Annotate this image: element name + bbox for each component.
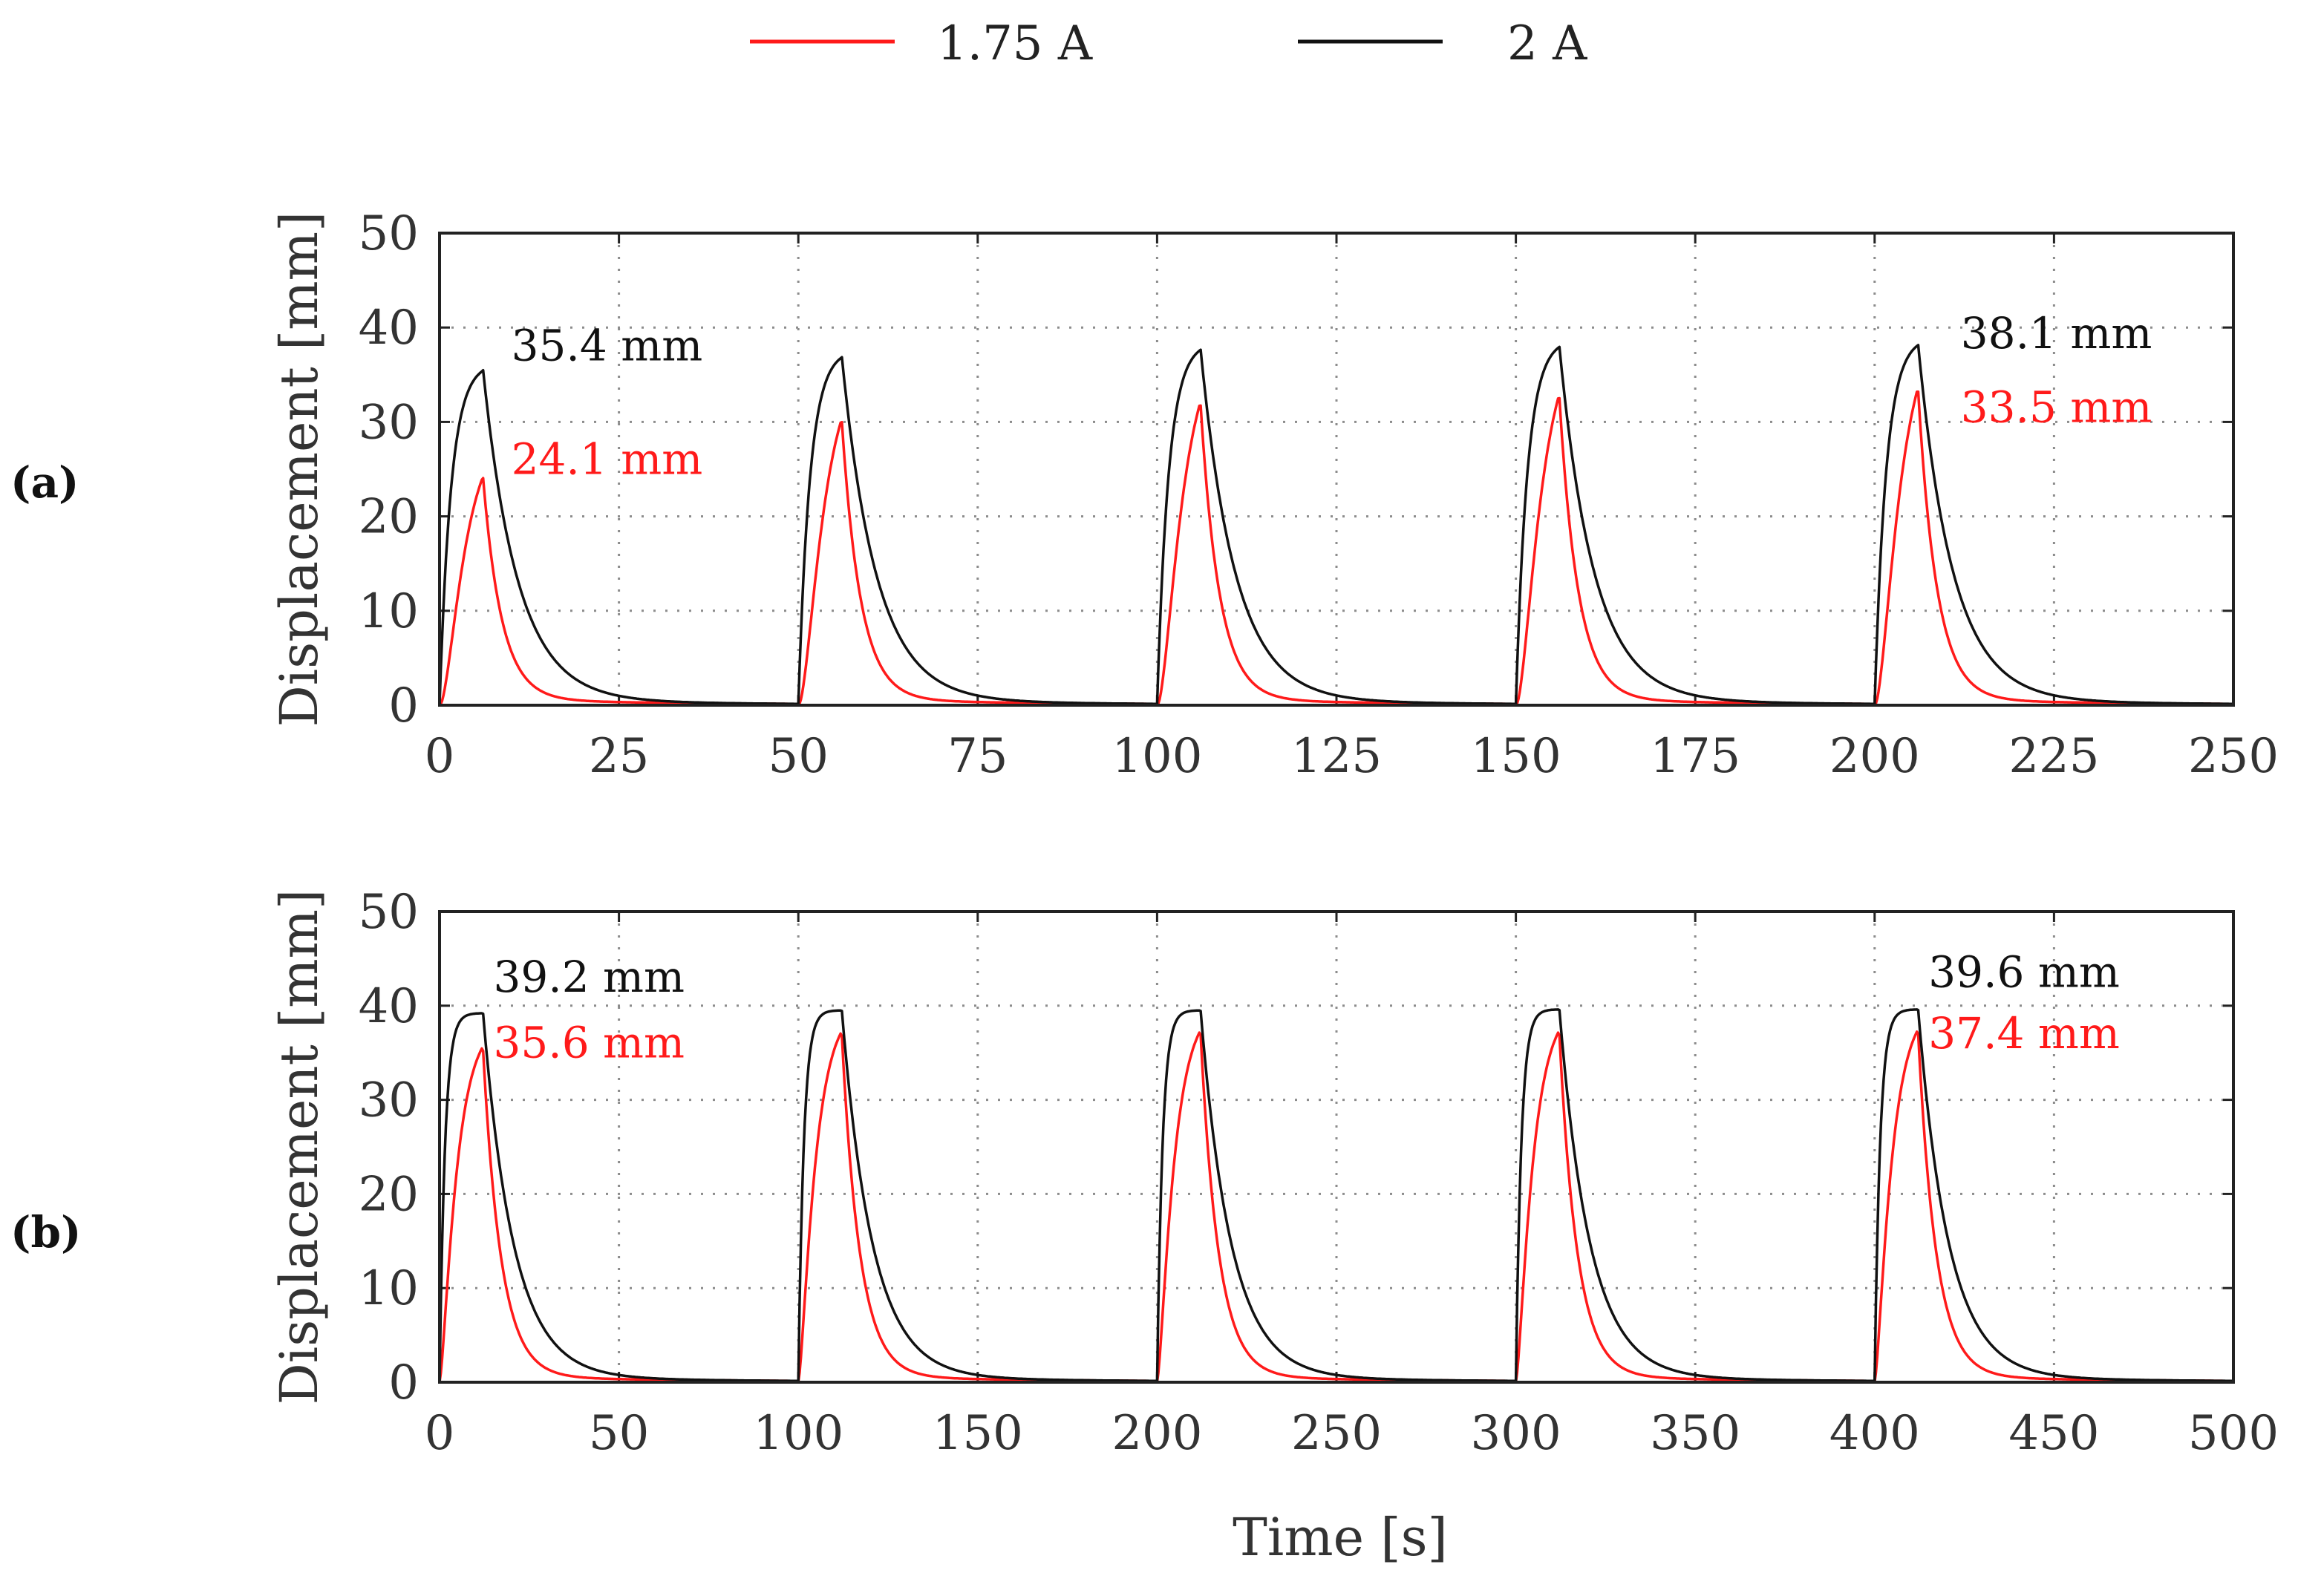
y-tick-label-a-40: 40: [359, 301, 419, 356]
y-axis-label-b: Displacement [mm]: [269, 889, 330, 1405]
legend: 1.75 A 2 A: [750, 16, 1587, 71]
x-tick-label-a-0: 0: [425, 729, 455, 784]
y-tick-label-b-20: 20: [359, 1167, 419, 1222]
x-tick-label-b-350: 350: [1650, 1406, 1740, 1461]
x-tick-label-a-75: 75: [947, 729, 1008, 784]
panel-label-a: (a): [10, 457, 79, 508]
y-tick-label-b-40: 40: [359, 979, 419, 1034]
y-tick-label-a-10: 10: [359, 584, 419, 639]
x-tick-label-b-500: 500: [2188, 1406, 2279, 1461]
x-tick-label-b-150: 150: [933, 1406, 1023, 1461]
annotation-b-3: 37.4 mm: [1928, 1008, 2120, 1059]
x-tick-label-b-0: 0: [425, 1406, 455, 1461]
annotation-a-0: 35.4 mm: [512, 321, 703, 371]
x-tick-label-a-225: 225: [2008, 729, 2099, 784]
panel-label-b: (b): [10, 1207, 81, 1257]
x-tick-label-a-175: 175: [1650, 729, 1740, 784]
panel-a-plot: 0 25 50 75 100 125 150 175 200 225 250 0 10 20 30 40 50 D…: [269, 206, 2279, 784]
x-tick-label-b-400: 400: [1829, 1406, 1920, 1461]
x-tick-label-a-250: 250: [2188, 729, 2279, 784]
axes-frame-b: [438, 910, 2235, 1384]
x-tick-label-a-25: 25: [589, 729, 649, 784]
axes-frame-a: [438, 232, 2235, 707]
y-tick-label-a-30: 30: [359, 395, 419, 450]
y-tick-label-b-10: 10: [359, 1261, 419, 1316]
annotation-a-1: 24.1 mm: [512, 434, 703, 484]
y-tick-label-a-50: 50: [359, 206, 419, 261]
x-tick-label-b-450: 450: [2008, 1406, 2099, 1461]
annotation-b-0: 39.2 mm: [493, 952, 685, 1002]
x-tick-label-b-200: 200: [1112, 1406, 1202, 1461]
y-tick-label-b-0: 0: [388, 1355, 419, 1410]
x-tick-label-a-125: 125: [1291, 729, 1382, 784]
x-tick-label-a-200: 200: [1829, 729, 1920, 784]
x-axis-label: Time [s]: [1233, 1507, 1448, 1568]
y-tick-label-b-30: 30: [359, 1073, 419, 1128]
x-tick-label-a-50: 50: [768, 729, 828, 784]
annotation-b-1: 35.6 mm: [493, 1018, 685, 1068]
series-b-1-75a: [438, 1030, 2234, 1384]
legend-label-1-75a: 1.75 A: [937, 16, 1093, 71]
x-tick-label-b-300: 300: [1471, 1406, 1561, 1461]
series-b-2a: [438, 1008, 2234, 1384]
legend-label-2a: 2 A: [1507, 16, 1587, 71]
y-axis-label-a: Displacement [mm]: [269, 212, 330, 727]
panel-b-plot: 0 50 100 150 200 250 300 350 400 450 500 0 10 20 30 40 5…: [269, 885, 2279, 1461]
series-a-1-75a: [438, 390, 2234, 707]
annotation-b-2: 39.6 mm: [1928, 946, 2120, 997]
x-tick-label-b-50: 50: [589, 1406, 649, 1461]
series-a-2a: [438, 344, 2234, 707]
annotation-a-2: 38.1 mm: [1961, 308, 2152, 359]
annotation-a-3: 33.5 mm: [1961, 382, 2152, 432]
x-tick-label-a-150: 150: [1471, 729, 1561, 784]
y-tick-label-a-0: 0: [388, 678, 419, 733]
x-tick-label-a-100: 100: [1112, 729, 1202, 784]
x-tick-label-b-100: 100: [753, 1406, 843, 1461]
y-tick-label-b-50: 50: [359, 885, 419, 940]
y-tick-label-a-20: 20: [359, 490, 419, 545]
x-tick-label-b-250: 250: [1291, 1406, 1382, 1461]
